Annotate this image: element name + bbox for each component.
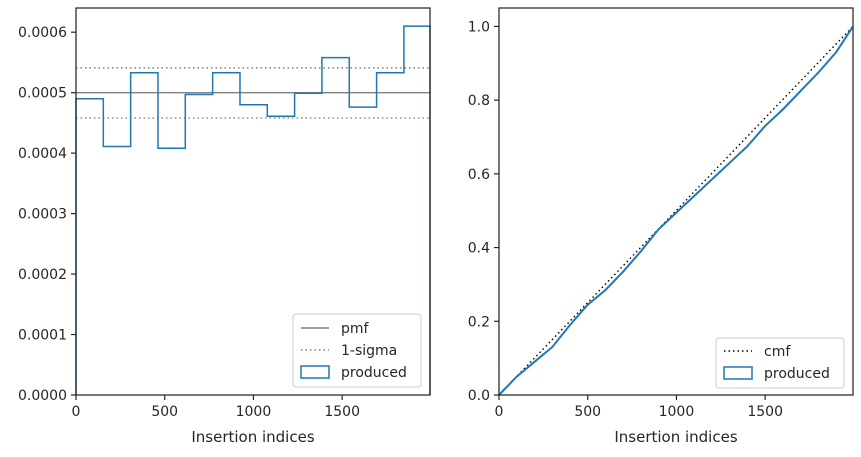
y-tick-label: 0.0003 — [18, 207, 67, 223]
legend-box — [292, 313, 422, 388]
y-tick-label: 0.0000 — [18, 388, 67, 404]
legend-label: pmf — [341, 321, 370, 337]
y-tick-label: 0.2 — [468, 314, 490, 330]
right-x-axis-label: Insertion indices — [614, 428, 737, 446]
y-tick-label: 0.0006 — [18, 25, 67, 41]
y-tick-label: 0.0004 — [18, 146, 67, 162]
legend-label: produced — [341, 365, 407, 381]
legend-label: 1-sigma — [341, 343, 397, 359]
x-tick-label: 1000 — [659, 404, 695, 420]
legend-swatch-produced — [723, 366, 753, 380]
y-tick-label: 0.6 — [468, 167, 490, 183]
left-x-axis-label: Insertion indices — [191, 428, 314, 446]
x-tick-label: 1000 — [236, 404, 272, 420]
right-axes-frame — [498, 7, 854, 396]
y-tick-label: 1.0 — [468, 19, 490, 35]
y-tick-label: 0.0002 — [18, 267, 67, 283]
y-tick-label: 0.0005 — [18, 86, 67, 102]
legend-label: produced — [764, 366, 830, 382]
x-tick-label: 500 — [151, 404, 178, 420]
x-tick-label: 1500 — [747, 404, 783, 420]
x-tick-label: 0 — [495, 404, 504, 420]
y-tick-label: 0.0 — [468, 388, 490, 404]
produced-histogram — [75, 25, 431, 395]
x-tick-label: 500 — [574, 404, 601, 420]
x-tick-label: 0 — [72, 404, 81, 420]
left-legend: pmf 1-sigma produced — [292, 313, 422, 388]
y-tick-label: 0.8 — [468, 93, 490, 109]
legend-label: cmf — [764, 344, 791, 360]
x-tick-label: 1500 — [324, 404, 360, 420]
pmf-panel: 0 500 1000 1500 0.0000 0.0001 0.0002 0.0003 0.00… — [18, 7, 431, 446]
produced-line — [498, 25, 854, 396]
legend-swatch-produced — [300, 365, 330, 379]
cmf-panel: 0 500 1000 1500 0.0 0.2 0.4 0.6 0.8 1.0 Insertion… — [468, 7, 854, 446]
right-legend: cmf produced — [715, 337, 845, 389]
y-tick-label: 0.4 — [468, 241, 490, 257]
y-tick-label: 0.0001 — [18, 328, 67, 344]
